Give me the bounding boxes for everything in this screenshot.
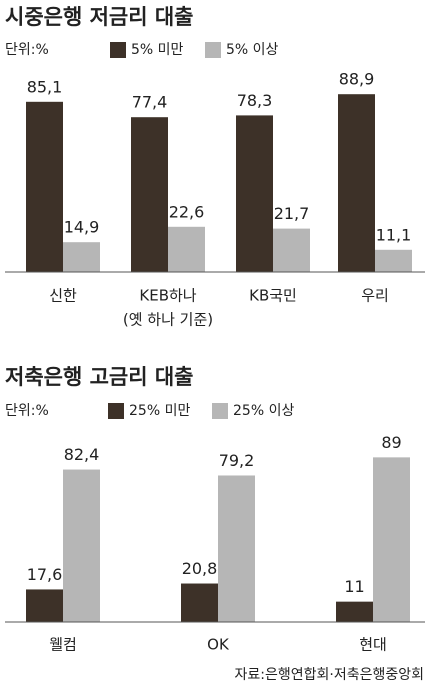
- category-label: 웰컴: [49, 636, 77, 654]
- chart-title: 저축은행 고금리 대출: [5, 365, 194, 389]
- category-label: KEB하나: [139, 287, 196, 305]
- category-label: KB국민: [249, 287, 297, 305]
- category-note: (옛 하나 기준): [123, 311, 213, 329]
- value-label: 88,9: [339, 70, 375, 89]
- source: 자료:은행연합회·저축은행중앙회: [235, 667, 425, 683]
- category-label: 현대: [359, 636, 387, 654]
- bar: [236, 115, 273, 273]
- bar: [131, 117, 168, 272]
- value-label: 78,3: [237, 91, 273, 110]
- value-label: 89: [381, 433, 401, 452]
- legend-swatch: [205, 42, 221, 58]
- unit-label: 단위:%: [5, 403, 49, 419]
- legend-label: 25% 이상: [233, 403, 294, 419]
- value-label: 77,4: [132, 93, 168, 112]
- category-label: OK: [207, 636, 230, 654]
- bar: [338, 94, 375, 272]
- chart-title: 시중은행 저금리 대출: [5, 5, 194, 29]
- legend-swatch: [212, 403, 228, 419]
- category-label: 신한: [49, 287, 77, 305]
- bar: [373, 457, 410, 622]
- value-label: 11,1: [376, 225, 412, 244]
- value-label: 17,6: [27, 565, 63, 584]
- legend-label: 25% 미만: [129, 403, 190, 419]
- bar: [63, 242, 100, 272]
- bar: [181, 583, 218, 622]
- bar: [375, 249, 412, 272]
- value-label: 11: [344, 577, 364, 596]
- bar: [26, 101, 63, 272]
- value-label: 79,2: [219, 451, 255, 470]
- value-label: 82,4: [64, 445, 100, 464]
- bar: [336, 601, 373, 622]
- legend-swatch: [110, 42, 126, 58]
- category-label: 우리: [361, 287, 389, 305]
- bar: [63, 469, 100, 622]
- legend-swatch: [108, 403, 124, 419]
- value-label: 14,9: [64, 218, 100, 237]
- value-label: 21,7: [274, 204, 310, 223]
- bar: [273, 228, 310, 272]
- unit-label: 단위:%: [5, 42, 49, 58]
- value-label: 22,6: [169, 202, 205, 221]
- bar: [218, 475, 255, 622]
- value-label: 85,1: [27, 77, 63, 96]
- legend-label: 5% 이상: [226, 42, 279, 58]
- bar: [168, 226, 205, 272]
- legend-label: 5% 미만: [131, 42, 184, 58]
- value-label: 20,8: [182, 559, 218, 578]
- bar: [26, 589, 63, 622]
